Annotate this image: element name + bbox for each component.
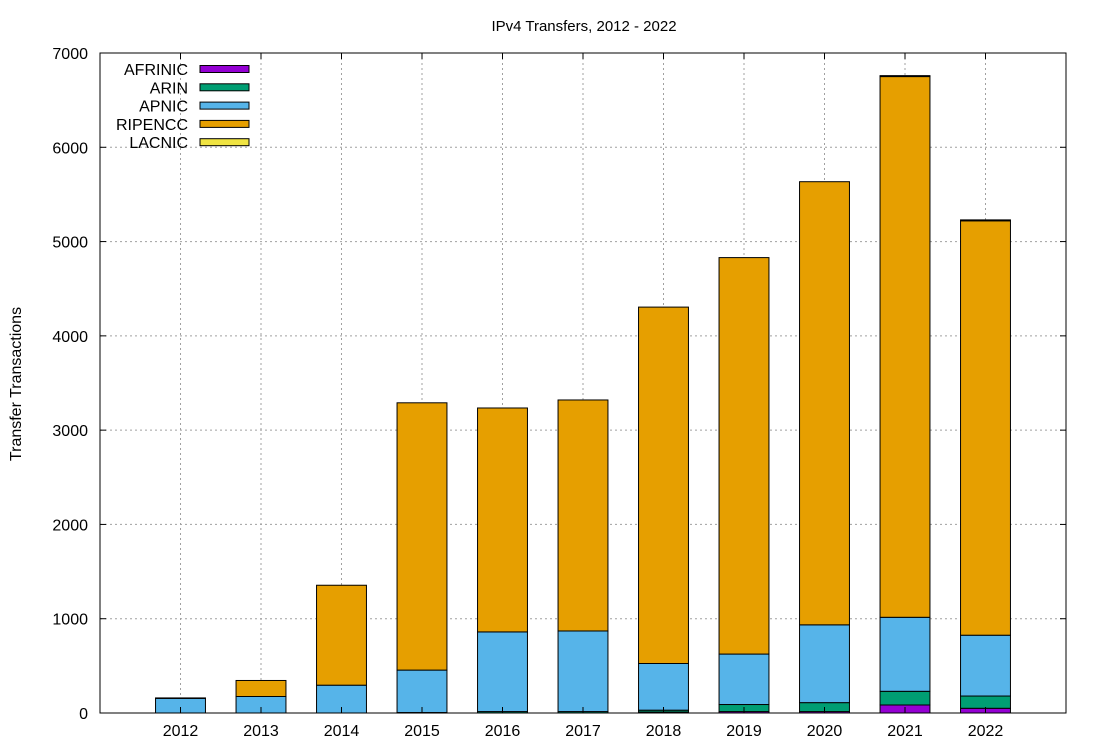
x-tick-label: 2017 (565, 723, 601, 740)
plot-frame (99, 52, 1067, 714)
bars (155, 75, 1011, 714)
bar-apnic-2020 (799, 624, 850, 704)
bar-ripencc-2012 (155, 697, 206, 699)
y-tick-label: 5000 (52, 235, 88, 252)
x-tick-label: 2019 (726, 723, 762, 740)
bar-arin-2021 (879, 690, 931, 706)
x-tick-label: 2022 (968, 723, 1004, 740)
bar-ripencc-2016 (477, 407, 528, 633)
bar-apnic-2021 (879, 616, 931, 692)
y-tick-label: 4000 (52, 329, 88, 346)
x-tick-label: 2012 (163, 723, 199, 740)
legend-label-ripencc: RIPENCC (116, 117, 188, 134)
legend-label-afrinic: AFRINIC (124, 62, 188, 79)
bar-ripencc-2021 (879, 76, 931, 618)
bar-apnic-2018 (638, 663, 689, 711)
legend-swatch-afrinic (199, 65, 250, 73)
y-tick-label: 2000 (52, 517, 88, 534)
bar-ripencc-2015 (396, 402, 448, 671)
y-tick-label: 1000 (52, 612, 88, 629)
legend-swatch-ripencc (199, 119, 250, 128)
legend-label-lacnic: LACNIC (129, 135, 188, 152)
bar-ripencc-2019 (718, 257, 770, 655)
x-tick-label: 2014 (324, 723, 360, 740)
y-tick-label: 6000 (52, 140, 88, 157)
legend-swatch-arin (199, 83, 250, 92)
x-tick-label: 2018 (646, 723, 682, 740)
bar-lacnic-2022 (960, 219, 1011, 222)
axes: 0 1000 2000 3000 4000 5000 6000 7000 2012 2013 201… (52, 46, 1067, 740)
bar-apnic-2016 (477, 631, 528, 713)
x-tick-label: 2020 (807, 723, 843, 740)
y-axis-label: Transfer Transactions (8, 307, 25, 461)
legend-swatch-lacnic (199, 138, 250, 147)
bar-lacnic-2021 (879, 75, 931, 78)
x-tick-label: 2015 (404, 723, 440, 740)
bar-apnic-2022 (960, 634, 1011, 697)
bar-arin-2022 (960, 695, 1011, 709)
x-tick-label: 2013 (243, 723, 279, 740)
bar-apnic-2019 (718, 653, 770, 706)
bar-apnic-2017 (557, 630, 609, 713)
bar-ripencc-2013 (235, 679, 287, 698)
bar-ripencc-2022 (960, 220, 1011, 636)
legend-label-arin: ARIN (150, 80, 188, 97)
legend-swatch-apnic (199, 101, 250, 110)
x-tick-label: 2021 (887, 723, 923, 740)
bar-ripencc-2014 (316, 584, 367, 686)
y-tick-label: 3000 (52, 423, 88, 440)
bar-ripencc-2017 (557, 399, 609, 632)
y-tick-label: 0 (79, 706, 88, 723)
legend-label-apnic: APNIC (139, 99, 188, 116)
x-tick-label: 2016 (485, 723, 521, 740)
chart-title: IPv4 Transfers, 2012 - 2022 (491, 18, 676, 35)
y-tick-label: 7000 (52, 46, 88, 63)
bar-apnic-2015 (396, 669, 448, 714)
bar-ripencc-2018 (638, 306, 689, 664)
bar-ripencc-2020 (799, 181, 850, 626)
